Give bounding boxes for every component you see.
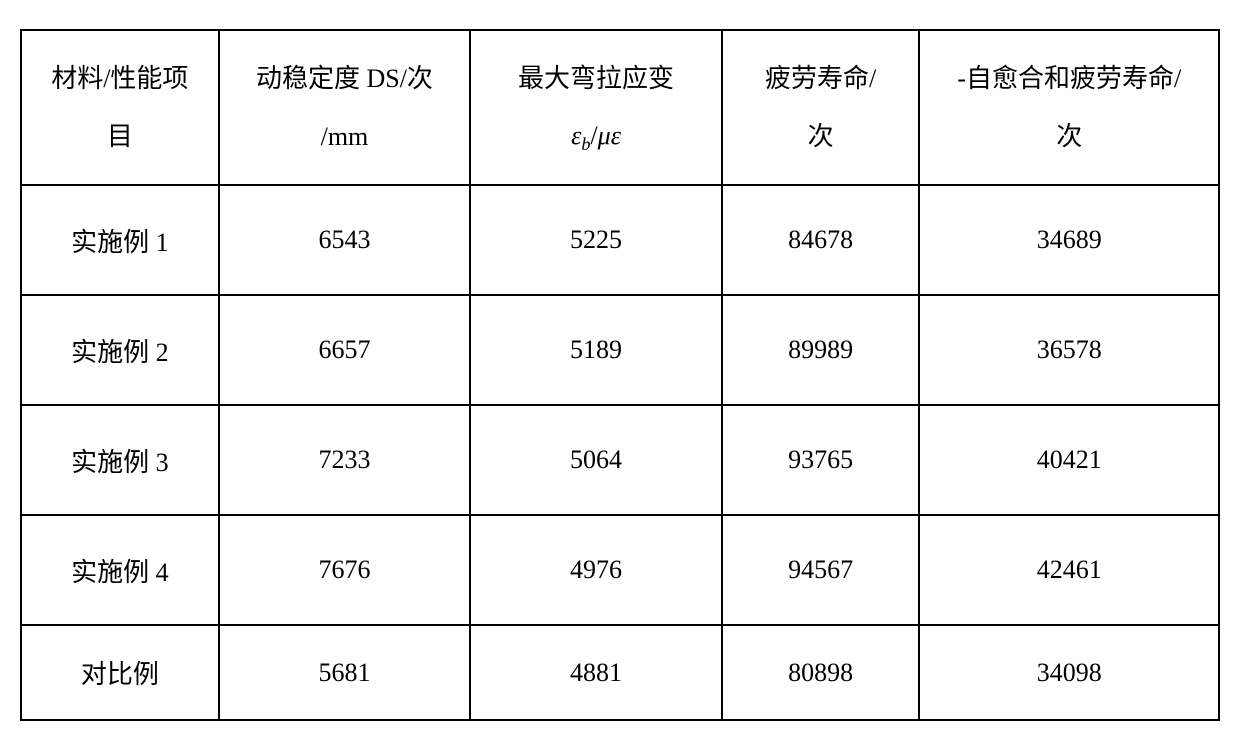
cell-strain: 4881: [470, 625, 722, 720]
header-fatigue: 疲劳寿命/ 次: [722, 30, 920, 185]
header-selfheal: -自愈合和疲劳寿命/ 次: [919, 30, 1219, 185]
header-selfheal-line2: 次: [1056, 122, 1082, 151]
header-ds-line2: /mm: [321, 122, 369, 151]
cell-ds: 5681: [219, 625, 471, 720]
cell-selfheal: 34098: [919, 625, 1219, 720]
cell-strain: 5064: [470, 405, 722, 515]
cell-label: 对比例: [21, 625, 219, 720]
cell-ds: 6543: [219, 185, 471, 295]
header-ds: 动稳定度 DS/次 /mm: [219, 30, 471, 185]
cell-strain: 4976: [470, 515, 722, 625]
cell-selfheal: 40421: [919, 405, 1219, 515]
cell-label: 实施例 2: [21, 295, 219, 405]
data-table-container: 材料/性能项 目 动稳定度 DS/次 /mm 最大弯拉应变 εb/με 疲劳寿命…: [20, 29, 1220, 721]
cell-selfheal: 34689: [919, 185, 1219, 295]
cell-fatigue: 93765: [722, 405, 920, 515]
cell-ds: 6657: [219, 295, 471, 405]
cell-strain: 5225: [470, 185, 722, 295]
header-strain-line2: εb/με: [571, 121, 621, 150]
cell-selfheal: 42461: [919, 515, 1219, 625]
header-material: 材料/性能项 目: [21, 30, 219, 185]
header-strain-line1: 最大弯拉应变: [518, 64, 674, 93]
cell-ds: 7233: [219, 405, 471, 515]
cell-selfheal: 36578: [919, 295, 1219, 405]
cell-fatigue: 89989: [722, 295, 920, 405]
table-row: 实施例 3 7233 5064 93765 40421: [21, 405, 1219, 515]
material-performance-table: 材料/性能项 目 动稳定度 DS/次 /mm 最大弯拉应变 εb/με 疲劳寿命…: [20, 29, 1220, 721]
cell-fatigue: 80898: [722, 625, 920, 720]
cell-fatigue: 84678: [722, 185, 920, 295]
cell-fatigue: 94567: [722, 515, 920, 625]
header-selfheal-line1: -自愈合和疲劳寿命/: [957, 64, 1181, 93]
header-fatigue-line2: 次: [808, 122, 834, 151]
header-fatigue-line1: 疲劳寿命/: [765, 64, 876, 93]
header-material-line1: 材料/性能项: [51, 64, 188, 93]
table-header-row: 材料/性能项 目 动稳定度 DS/次 /mm 最大弯拉应变 εb/με 疲劳寿命…: [21, 30, 1219, 185]
table-row: 实施例 4 7676 4976 94567 42461: [21, 515, 1219, 625]
cell-label: 实施例 3: [21, 405, 219, 515]
header-ds-line1: 动稳定度 DS/次: [256, 64, 433, 93]
cell-ds: 7676: [219, 515, 471, 625]
cell-label: 实施例 4: [21, 515, 219, 625]
table-row: 对比例 5681 4881 80898 34098: [21, 625, 1219, 720]
header-material-line2: 目: [107, 122, 133, 151]
header-strain: 最大弯拉应变 εb/με: [470, 30, 722, 185]
table-row: 实施例 2 6657 5189 89989 36578: [21, 295, 1219, 405]
cell-strain: 5189: [470, 295, 722, 405]
cell-label: 实施例 1: [21, 185, 219, 295]
table-row: 实施例 1 6543 5225 84678 34689: [21, 185, 1219, 295]
